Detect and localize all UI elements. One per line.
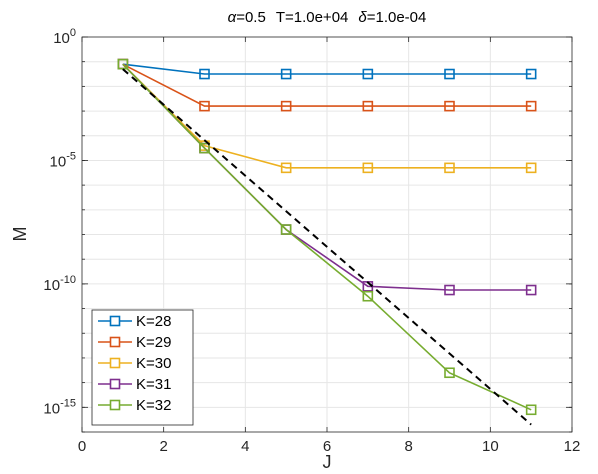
legend-item: K=29 bbox=[98, 334, 171, 351]
x-tick-label: 8 bbox=[404, 438, 412, 455]
legend-swatch-marker bbox=[109, 315, 121, 327]
legend-item: K=31 bbox=[98, 376, 171, 393]
data-point-marker bbox=[199, 142, 210, 154]
data-point-marker bbox=[280, 162, 292, 174]
x-axis-label: J bbox=[323, 452, 332, 472]
legend-swatch-marker bbox=[109, 378, 121, 390]
series-layer bbox=[117, 58, 537, 416]
legend: K=28 K=29 K=30 K=31 K=32 bbox=[91, 309, 194, 426]
x-tick-label: 2 bbox=[159, 438, 167, 455]
legend-label: K=30 bbox=[136, 355, 171, 372]
series-line bbox=[122, 63, 532, 411]
legend-label: K=28 bbox=[136, 313, 171, 330]
data-point-marker bbox=[525, 404, 537, 416]
data-point-marker bbox=[444, 100, 455, 112]
data-point-marker bbox=[199, 100, 210, 112]
legend-label: K=31 bbox=[136, 376, 171, 393]
legend-swatch-marker bbox=[109, 399, 121, 411]
data-point-marker bbox=[525, 284, 537, 296]
data-point-marker bbox=[525, 68, 537, 80]
series-line bbox=[122, 63, 532, 75]
series-line bbox=[122, 63, 532, 107]
legend-item: K=28 bbox=[98, 313, 171, 330]
x-tick-label: 4 bbox=[241, 438, 249, 455]
legend-label: K=32 bbox=[136, 397, 171, 414]
y-tick-label: 10-10 bbox=[43, 274, 76, 294]
series-K=29 bbox=[117, 58, 537, 112]
legend-box bbox=[91, 309, 194, 426]
series-line bbox=[122, 63, 532, 169]
y-tick-label: 10-15 bbox=[43, 397, 76, 417]
y-tick-label: 100 bbox=[53, 27, 76, 47]
title-delta-value: =1.0e-04 bbox=[367, 9, 427, 26]
title-delta-symbol: δ bbox=[358, 9, 367, 26]
data-point-marker bbox=[525, 162, 537, 174]
legend-item: K=32 bbox=[98, 397, 171, 414]
y-tick-label: 10-5 bbox=[50, 150, 76, 170]
data-point-marker bbox=[280, 100, 292, 112]
title-alpha-value: =0.5 bbox=[236, 9, 266, 26]
data-point-marker bbox=[117, 58, 129, 70]
data-point-marker bbox=[199, 68, 210, 80]
data-point-marker bbox=[444, 68, 455, 80]
legend-item: K=30 bbox=[98, 355, 171, 372]
reference-layer bbox=[122, 68, 532, 426]
data-point-marker bbox=[444, 162, 455, 174]
reference-dashed-line bbox=[122, 68, 532, 426]
legend-label: K=29 bbox=[136, 334, 171, 351]
data-point-marker bbox=[280, 224, 292, 235]
data-point-marker bbox=[444, 367, 455, 379]
data-point-marker bbox=[444, 284, 455, 296]
title-T-value: T=1.0e+04 bbox=[276, 9, 349, 26]
chart-title: α=0.5 T=1.0e+04 δ=1.0e-04 bbox=[228, 9, 427, 26]
title-alpha-symbol: α bbox=[228, 9, 237, 26]
y-axis-label: M bbox=[10, 227, 30, 242]
data-point-marker bbox=[525, 100, 537, 112]
series-K=32 bbox=[117, 58, 537, 416]
data-point-marker bbox=[362, 100, 374, 112]
x-tick-label: 12 bbox=[564, 438, 581, 455]
x-tick-label: 6 bbox=[323, 438, 331, 455]
data-point-marker bbox=[362, 68, 374, 80]
legend-swatch-marker bbox=[109, 357, 121, 369]
data-point-marker bbox=[362, 290, 374, 302]
x-tick-label: 10 bbox=[482, 438, 499, 455]
x-tick-label: 0 bbox=[78, 438, 86, 455]
data-point-marker bbox=[280, 68, 292, 80]
axis-ticks: 0 2 4 6 8 10 12 10-15 10-10 10-5 100 bbox=[43, 27, 580, 455]
data-point-marker bbox=[362, 162, 374, 174]
legend-swatch-marker bbox=[109, 336, 121, 348]
